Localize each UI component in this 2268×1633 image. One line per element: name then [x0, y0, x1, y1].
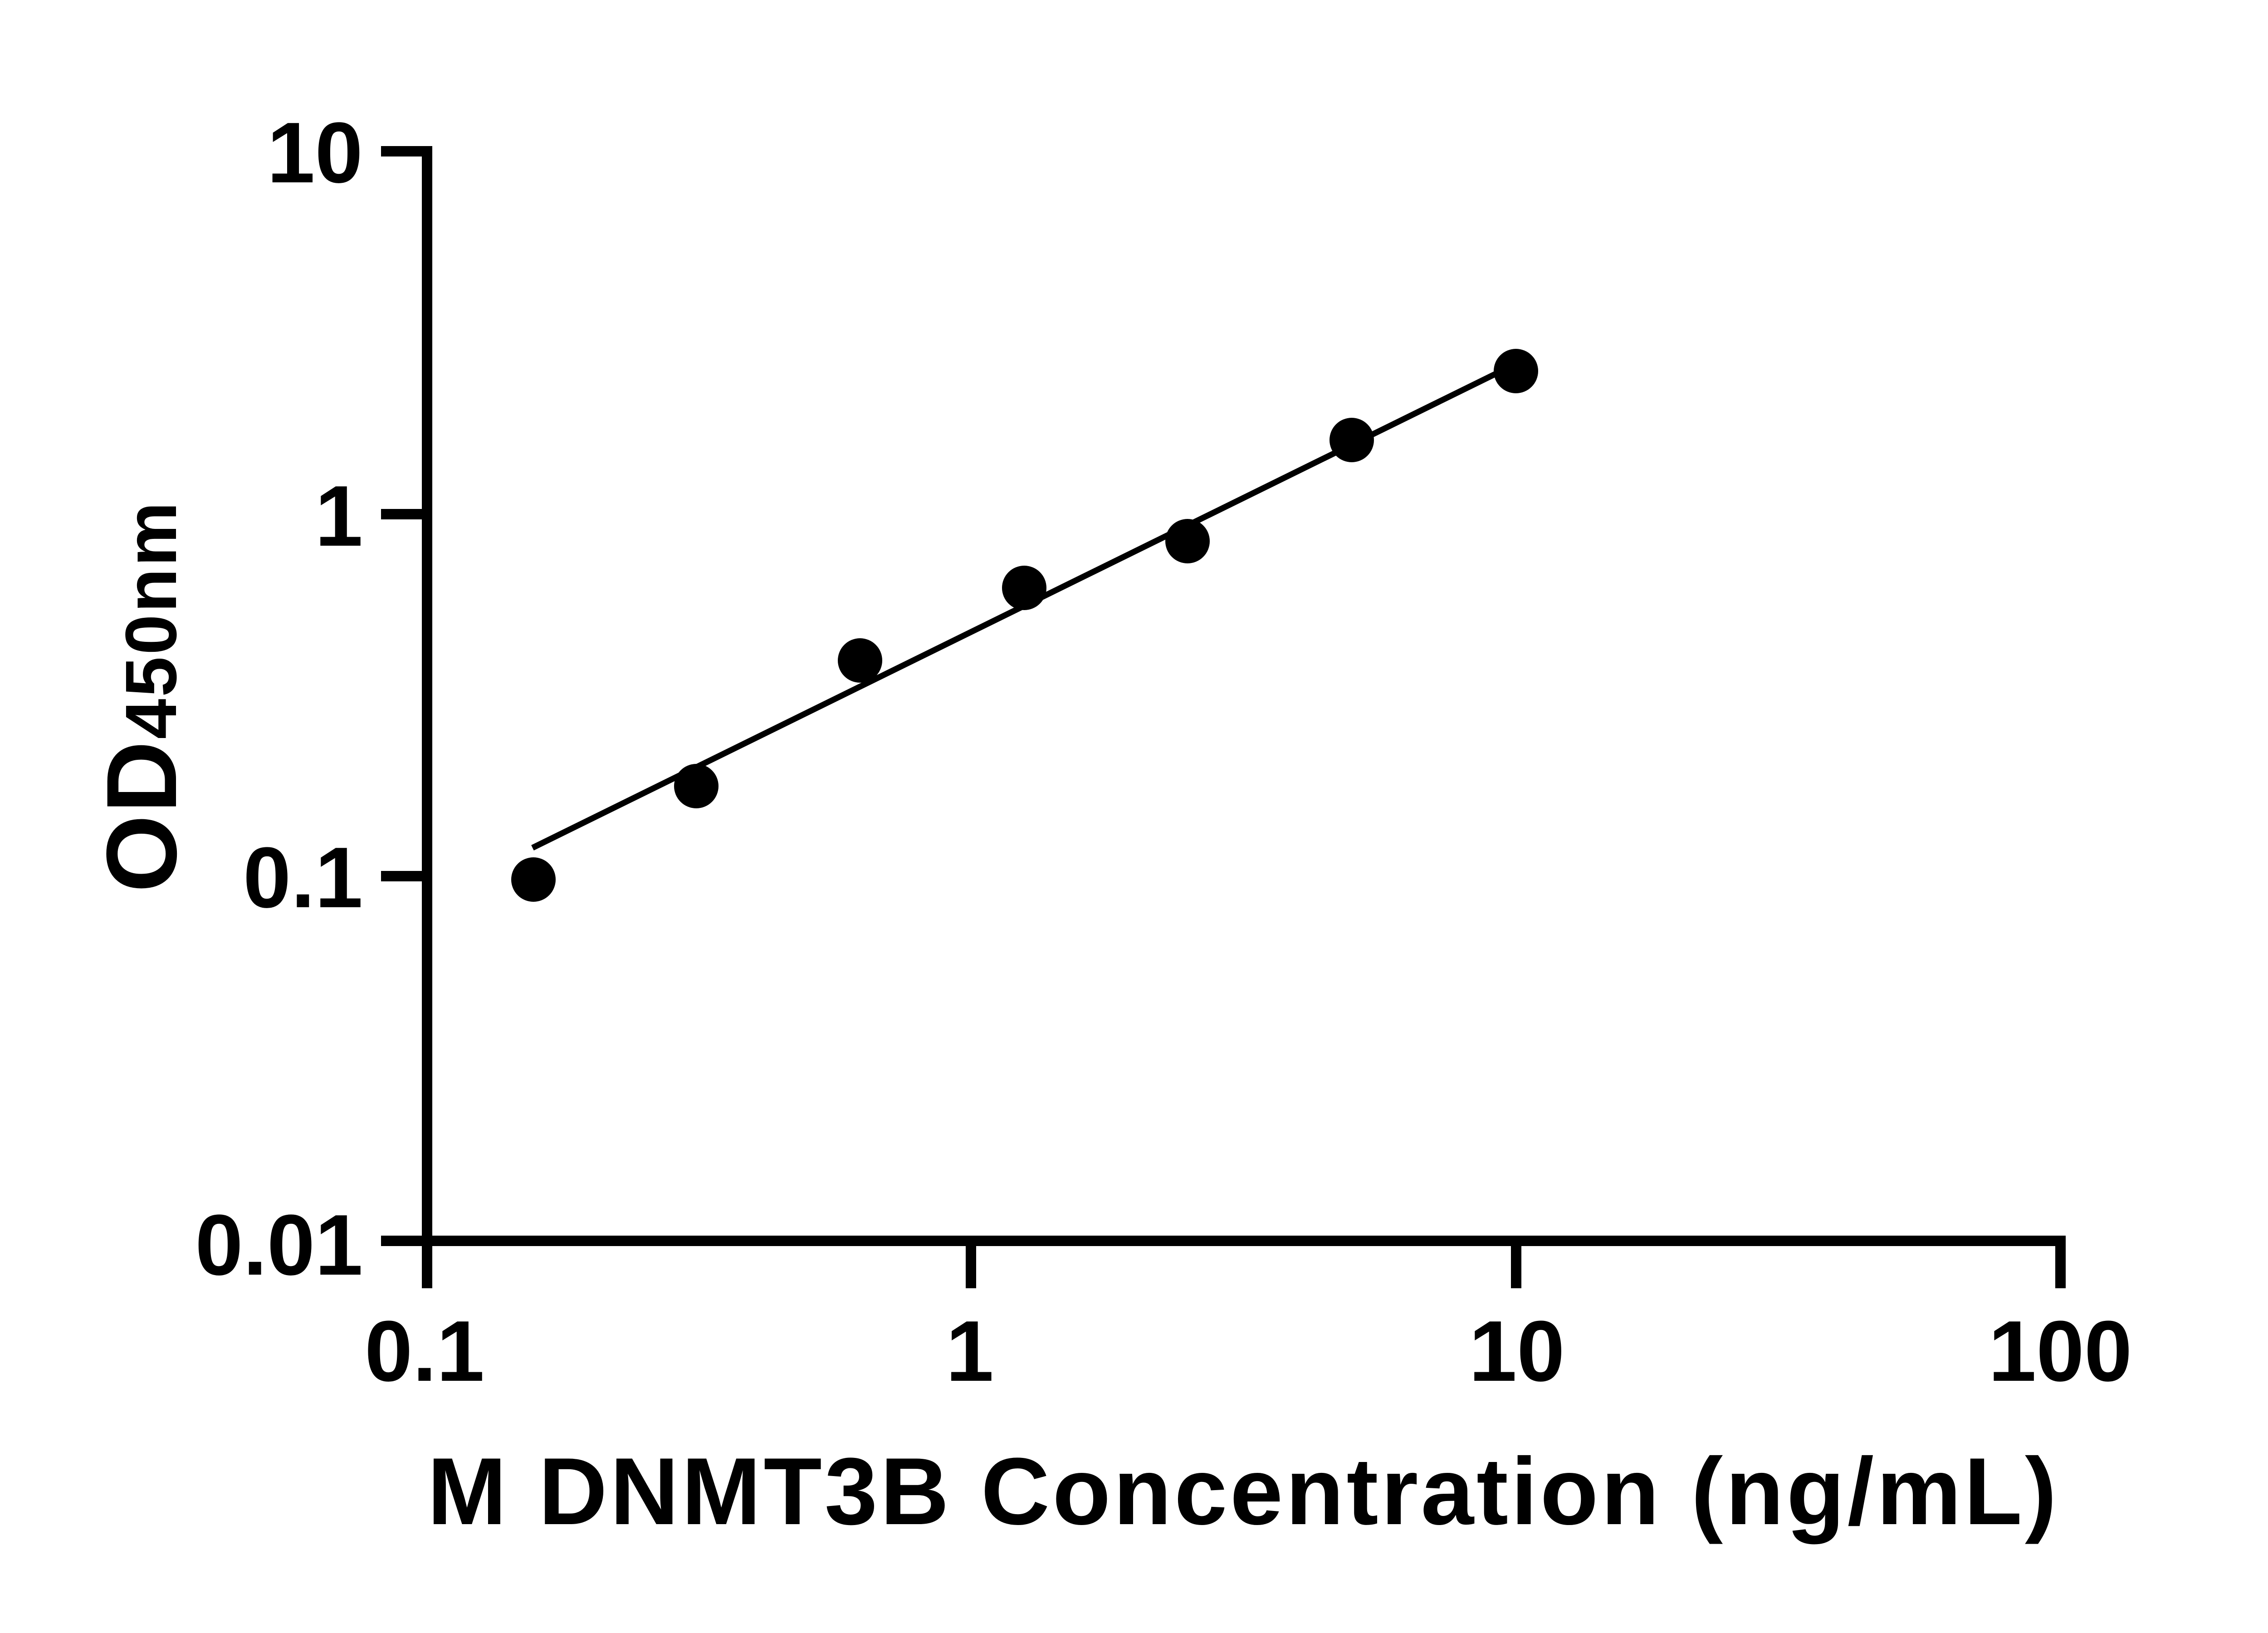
svg-text:1: 1 — [946, 1303, 994, 1399]
svg-text:10: 10 — [267, 105, 363, 201]
svg-text:0.01: 0.01 — [195, 1197, 363, 1293]
svg-text:OD450nm: OD450nm — [86, 500, 197, 893]
svg-text:10: 10 — [1469, 1303, 1564, 1399]
svg-text:1: 1 — [315, 468, 363, 564]
svg-text:100: 100 — [1988, 1303, 2132, 1399]
svg-text:0.1: 0.1 — [243, 830, 363, 926]
svg-text:M DNMT3B Concentration (ng/mL): M DNMT3B Concentration (ng/mL) — [427, 1438, 2059, 1545]
svg-text:0.1: 0.1 — [365, 1303, 484, 1399]
